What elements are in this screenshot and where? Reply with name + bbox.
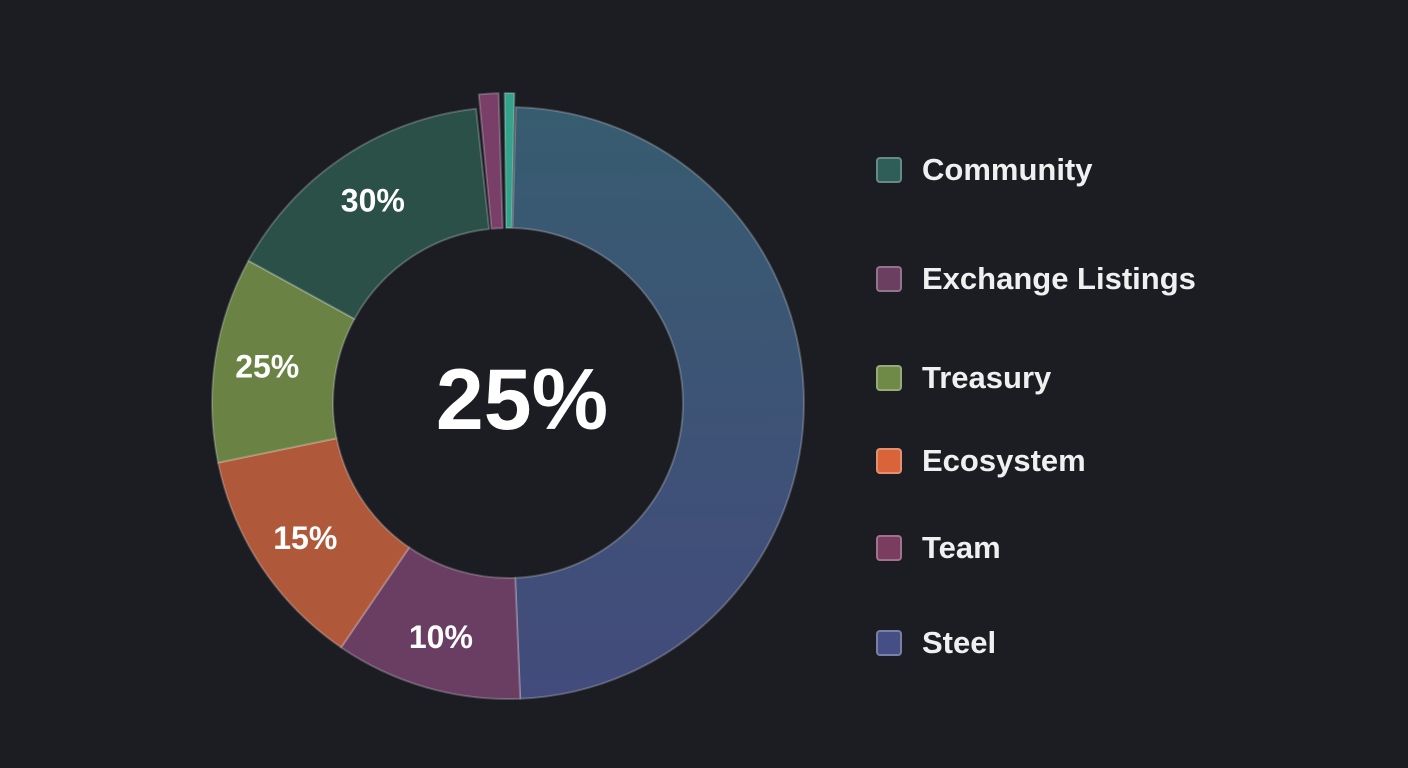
slice-labels: 10% 15% 25% 30% [235, 182, 473, 655]
slice-label-ecosystem: 15% [273, 520, 337, 556]
legend-label-steel: Steel [922, 625, 997, 660]
legend-swatch-team [876, 535, 902, 561]
legend-swatch-community [876, 157, 902, 183]
slice-label-community: 30% [341, 182, 405, 218]
legend-item-ecosystem[interactable]: Ecosystem [876, 441, 1086, 481]
slice-exchange-listings[interactable] [477, 92, 504, 230]
center-value-label: 25% [436, 352, 608, 448]
legend-item-exchange-listings[interactable]: Exchange Listings [876, 259, 1196, 299]
slice-community[interactable] [247, 107, 491, 320]
legend-label-exchange-listings: Exchange Listings [922, 261, 1196, 296]
slice-steel[interactable] [511, 106, 805, 700]
legend-label-community: Community [922, 152, 1093, 187]
legend-swatch-ecosystem [876, 448, 902, 474]
slice-unlabeled-6[interactable] [503, 92, 516, 230]
legend-swatch-treasury [876, 365, 902, 391]
legend-swatch-steel [876, 630, 902, 656]
slice-team[interactable] [340, 546, 522, 700]
legend-label-ecosystem: Ecosystem [922, 443, 1086, 478]
slice-label-treasury: 25% [235, 349, 299, 385]
legend-label-treasury: Treasury [922, 360, 1052, 395]
slice-label-team: 10% [409, 619, 473, 655]
slice-treasury[interactable] [211, 259, 356, 464]
donut-slices [211, 92, 805, 700]
legend-item-steel[interactable]: Steel [876, 623, 996, 663]
slice-ecosystem[interactable] [217, 437, 411, 649]
legend-item-treasury[interactable]: Treasury [876, 358, 1051, 398]
legend: Community Exchange Listings Treasury Eco… [876, 0, 1396, 768]
legend-label-team: Team [922, 530, 1001, 565]
legend-swatch-exchange-listings [876, 266, 902, 292]
legend-item-team[interactable]: Team [876, 528, 1001, 568]
legend-item-community[interactable]: Community [876, 150, 1093, 190]
